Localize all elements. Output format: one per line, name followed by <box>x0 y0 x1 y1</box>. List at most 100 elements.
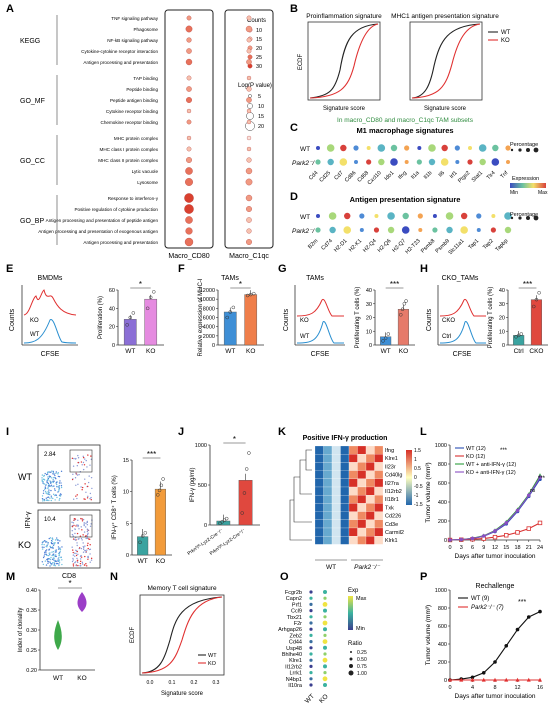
m1-dots <box>315 144 511 166</box>
flow-event <box>72 465 75 467</box>
gene-dot-wt <box>454 145 460 151</box>
heat-cell <box>374 519 384 529</box>
flow-event <box>79 565 81 567</box>
dot-cd80 <box>186 108 192 114</box>
flow-event <box>47 562 49 564</box>
i-ylabel: IFN-γ <box>25 511 32 529</box>
flow-event <box>53 563 56 565</box>
bar-ytick-label: 10 <box>366 329 372 335</box>
flow-event <box>50 564 53 566</box>
o-gene-label: Tbx21 <box>287 615 302 621</box>
series-marker <box>492 534 498 540</box>
panel-i: WT KO 2.84 10.4 CD8 IFN-γ 0 5 10 15 WT KO *** I… <box>18 444 172 580</box>
flow-event <box>85 563 87 565</box>
flow-event <box>86 565 88 567</box>
bar-point <box>225 315 229 320</box>
bar-ytick-label: 500 <box>198 483 207 489</box>
flow-event <box>50 556 52 559</box>
flow-event <box>55 554 57 556</box>
line-xtick-label: 21 <box>526 545 532 551</box>
line-ytick-label: 800 <box>438 462 447 468</box>
flow-event <box>91 487 93 490</box>
gene-label: H2-Q6 <box>377 238 393 254</box>
i-flow-ko-events <box>41 517 93 567</box>
flow-event <box>55 562 58 565</box>
o-dots <box>309 590 328 687</box>
p-title: Rechallenge <box>476 583 515 590</box>
heat-cell <box>340 503 350 512</box>
heat-gene-label: Cd40lg <box>385 473 402 479</box>
series-marker <box>470 675 475 680</box>
flow-event <box>90 559 93 561</box>
flow-event <box>85 491 87 494</box>
flow-event <box>43 488 46 490</box>
o-dot-ko <box>323 608 327 613</box>
bar-category: WT <box>138 558 148 565</box>
ecdf-xlabel-1: Signature score <box>323 106 366 112</box>
bar-category: CKO <box>529 348 543 355</box>
flow-event <box>51 551 53 553</box>
dot-cd80 <box>186 157 192 163</box>
n-xlabel: Signature score <box>161 691 204 697</box>
flow-event <box>46 558 48 561</box>
legend-label: KO + anti-IFN-γ (12) <box>466 470 516 476</box>
gene-dot-ko <box>455 160 460 164</box>
pval-legend-circle <box>248 94 252 98</box>
panel-label-d: D <box>290 191 298 203</box>
bar-point <box>145 306 150 311</box>
o-ratio-legend: 0.250.500.751.00 <box>348 650 367 677</box>
flow-event <box>58 485 60 488</box>
term-label: Antigen processing and presentation <box>83 60 158 65</box>
bar-ytick-label: 30 <box>499 302 505 308</box>
flow-event <box>50 495 53 497</box>
dot-cd80 <box>185 178 193 186</box>
gene-dot-wt <box>476 213 482 219</box>
gene-label: Cd7 <box>333 170 344 181</box>
flow-event <box>41 497 44 500</box>
flow-event <box>77 461 79 464</box>
flow-event <box>77 561 79 564</box>
flow-event <box>87 485 89 488</box>
gene-dot-ko <box>387 226 395 234</box>
flow-event <box>44 540 46 542</box>
flow-event <box>71 525 74 528</box>
ecdf-ko-line-1 <box>309 23 379 99</box>
gene-dot-wt <box>377 144 386 152</box>
ecdf-legend-ko: KO <box>501 38 510 44</box>
flow-event <box>57 546 60 548</box>
e-hist-label-ko: KO <box>30 318 39 324</box>
flow-event <box>87 532 89 535</box>
ecdf-ylabel: ECDF <box>298 54 304 71</box>
o-dot-ko <box>323 633 327 638</box>
flow-event <box>85 522 87 525</box>
flow-event <box>44 472 46 475</box>
dot-cd80 <box>186 97 192 103</box>
flow-event <box>49 480 51 482</box>
flow-event <box>41 561 44 563</box>
flow-event <box>71 530 73 532</box>
heat-cell <box>323 486 333 496</box>
heat-cell <box>357 536 367 545</box>
bar-category: Prknᶠˡ/ᶠˡ-Lyz2-Cre⁺/⁻ <box>209 527 247 556</box>
o-ratio-label: 0.50 <box>357 657 367 663</box>
expression-max: Max <box>538 190 548 196</box>
series-marker <box>470 677 475 682</box>
flow-event <box>45 549 48 551</box>
gene-label: Tap1 <box>467 238 480 251</box>
flow-event <box>50 484 53 487</box>
flow-event <box>49 565 51 567</box>
sig-mark: *** <box>518 599 526 606</box>
term-label: Cytokine-cytokine receptor interaction <box>81 49 158 54</box>
dot-cd80 <box>186 119 192 125</box>
gene-label: Ptgs2 <box>457 170 471 184</box>
flow-event <box>47 476 49 478</box>
dot-cd80 <box>186 48 192 54</box>
flow-event <box>71 560 74 563</box>
flow-event <box>50 541 53 544</box>
bar-point <box>159 483 164 488</box>
heat-cell <box>314 462 324 471</box>
flow-event <box>81 486 84 489</box>
flow-event <box>80 537 83 540</box>
flow-event <box>83 564 86 566</box>
